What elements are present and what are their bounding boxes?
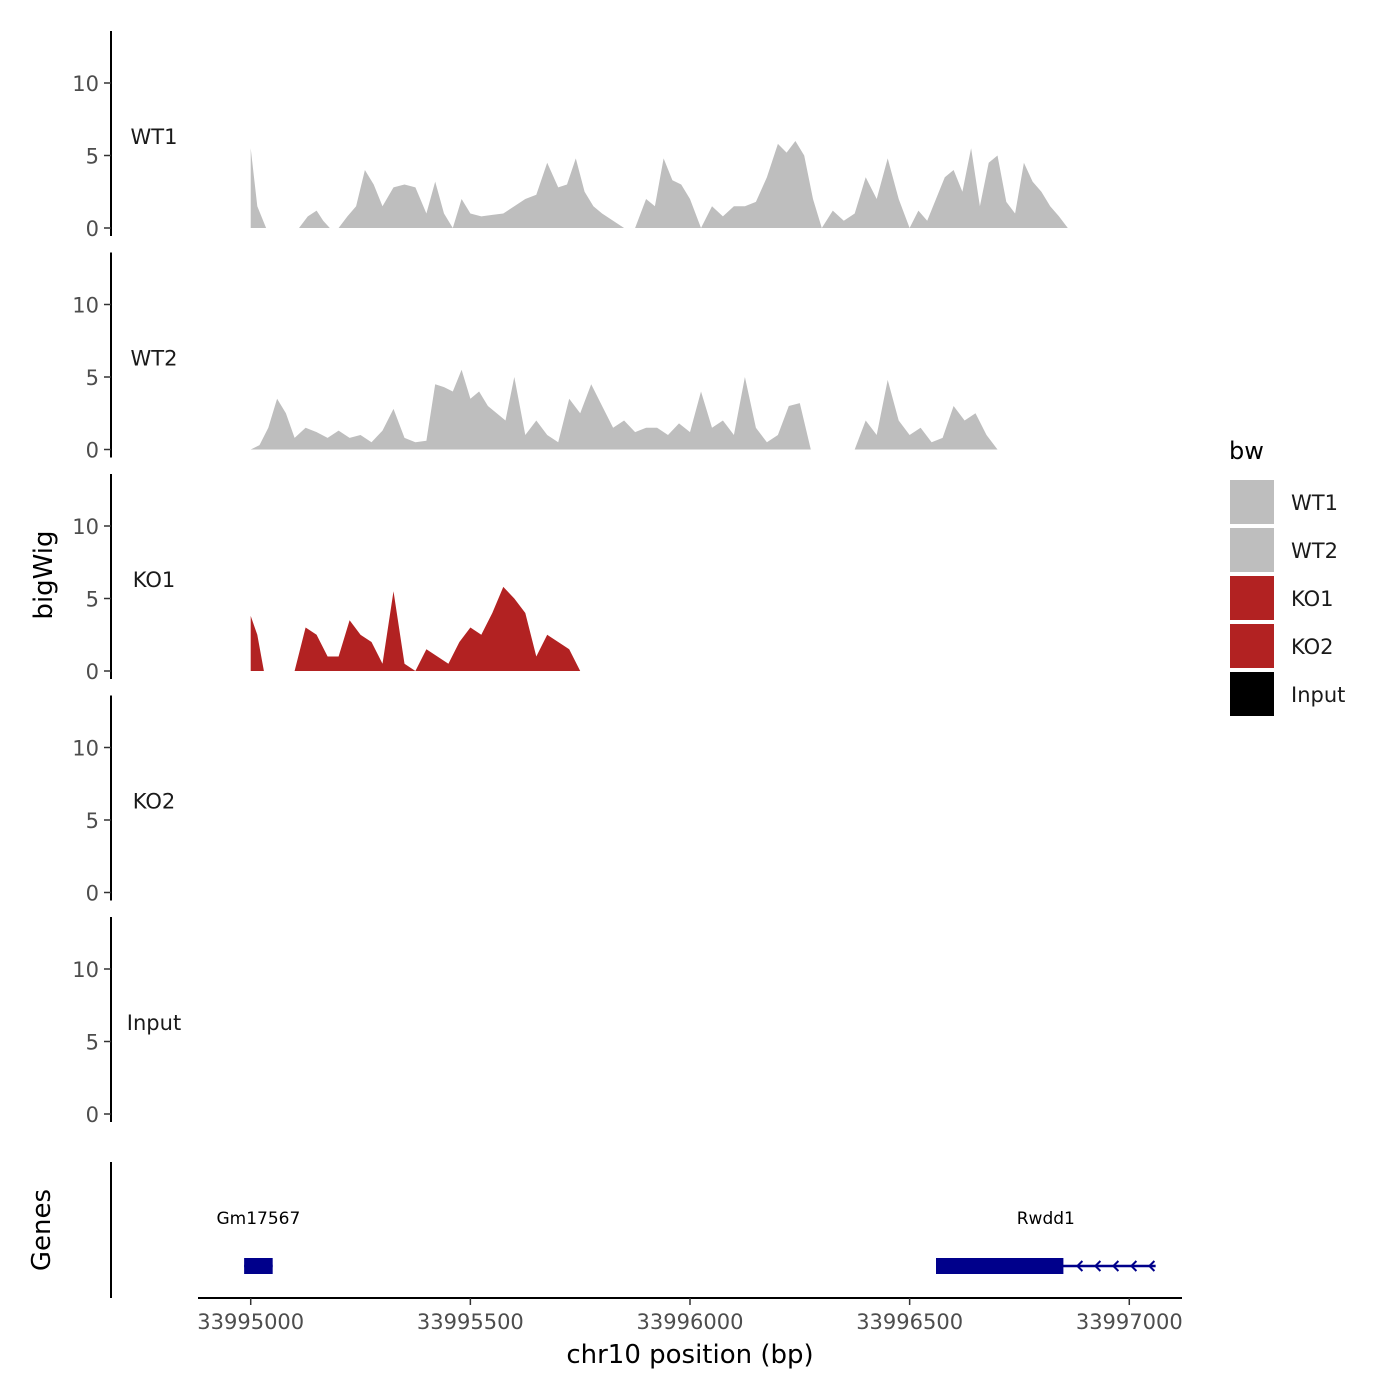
legend-swatch: [1230, 480, 1274, 524]
x-tick-label: 33995000: [197, 1310, 304, 1334]
strand-arrow-mark: [1093, 1260, 1102, 1272]
x-axis-title: chr10 position (bp): [566, 1340, 813, 1370]
track-wt2: 0 5 10 WT2: [72, 252, 1147, 463]
y-axis-title: bigWig: [29, 530, 59, 619]
legend-entry-wt1: WT1: [1230, 480, 1338, 524]
legend-label: KO1: [1291, 587, 1334, 611]
legend-swatch: [1230, 576, 1274, 620]
gene-marks: Gm17567 Rwdd1: [216, 1209, 1156, 1274]
y-tick-label: 10: [72, 737, 99, 761]
gene-exon-block: [244, 1258, 273, 1274]
y-tick-label: 0: [86, 217, 99, 241]
track-label: WT2: [131, 347, 178, 371]
track-label: KO1: [133, 568, 176, 592]
y-tick-label: 10: [72, 515, 99, 539]
legend-entry-input: Input: [1230, 672, 1345, 716]
y-tick-label: 5: [86, 1031, 99, 1055]
gene-label: Rwdd1: [1017, 1209, 1075, 1229]
x-tick-label: 33995500: [417, 1310, 524, 1334]
legend-title: bw: [1229, 437, 1264, 465]
legend-swatch: [1230, 528, 1274, 572]
x-ticks: 33995000 33995500 33996000 33996500 33997000: [197, 1298, 1183, 1334]
gene-exon-block: [936, 1258, 1064, 1274]
gene-gm17567: Gm17567: [216, 1209, 300, 1274]
y-tick-label: 10: [72, 72, 99, 96]
track-ko1: 0 5 10 KO1: [72, 474, 1147, 684]
legend-label: WT1: [1291, 491, 1338, 515]
legend-label: KO2: [1291, 635, 1334, 659]
track-label: KO2: [133, 790, 176, 814]
track-input: 0 5 10 Input: [72, 917, 181, 1127]
legend-entry-wt2: WT2: [1230, 528, 1338, 572]
track-ko2: 0 5 10 KO2: [72, 695, 176, 906]
x-tick-label: 33996500: [856, 1310, 963, 1334]
track-label: WT1: [131, 125, 178, 149]
x-tick-label: 33996000: [637, 1310, 744, 1334]
legend-label: WT2: [1291, 539, 1338, 563]
y-tick-label: 0: [86, 660, 99, 684]
y-tick-label: 10: [72, 958, 99, 982]
y-tick-label: 0: [86, 882, 99, 906]
coverage-area-wt1: [250, 141, 1147, 228]
strand-arrow-mark: [1111, 1260, 1120, 1272]
coverage-area-ko1: [250, 586, 1147, 671]
strand-arrow-mark: [1129, 1260, 1138, 1272]
legend-label: Input: [1291, 683, 1345, 707]
y-tick-label: 5: [86, 588, 99, 612]
y-tick-label: 5: [86, 809, 99, 833]
coverage-tracks: 0 5 10 WT1 0 5 10 WT2 0 5 10 KO1 0 5 10 KO2 0 5 10 Input: [72, 31, 1147, 1127]
legend-swatch: [1230, 624, 1274, 668]
y-tick-label: 10: [72, 294, 99, 318]
gene-label: Gm17567: [216, 1209, 300, 1229]
strand-arrow-mark: [1075, 1260, 1084, 1272]
strand-arrow-mark: [1147, 1260, 1156, 1272]
legend-entries: WT1 WT2 KO1 KO2 Input: [1230, 480, 1345, 716]
gene-rwdd1: Rwdd1: [936, 1209, 1156, 1274]
genes-panel-label: Genes: [27, 1189, 57, 1271]
legend: bw WT1 WT2 KO1 KO2 Input: [1229, 437, 1345, 716]
y-tick-label: 5: [86, 145, 99, 169]
y-tick-label: 5: [86, 366, 99, 390]
legend-entry-ko2: KO2: [1230, 624, 1334, 668]
coverage-area-wt2: [250, 369, 1147, 450]
legend-swatch: [1230, 672, 1274, 716]
genes-panel: Genes Gm17567 Rwdd1: [27, 1162, 1156, 1298]
legend-entry-ko1: KO1: [1230, 576, 1334, 620]
track-wt1: 0 5 10 WT1: [72, 31, 1147, 241]
track-label: Input: [127, 1011, 181, 1035]
y-tick-label: 0: [86, 1103, 99, 1127]
x-axis: 33995000 33995500 33996000 33996500 33997000…: [197, 1297, 1183, 1370]
y-tick-label: 0: [86, 439, 99, 463]
x-tick-label: 33997000: [1076, 1310, 1183, 1334]
